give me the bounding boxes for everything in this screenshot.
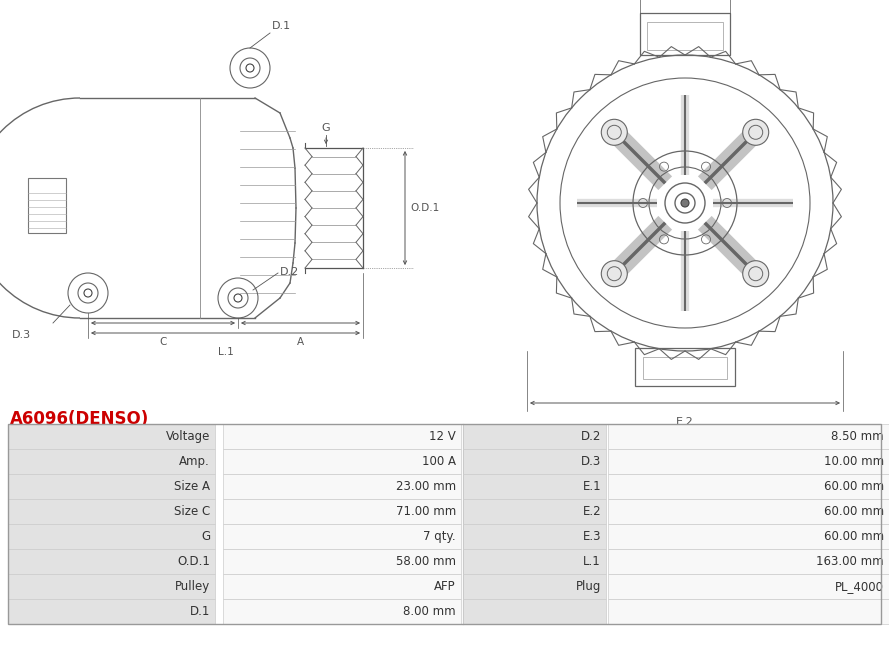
Bar [223, 524, 461, 549]
Text: 8.50 mm: 8.50 mm [831, 430, 884, 443]
Bar [8, 599, 215, 624]
Bar [223, 549, 461, 574]
Text: D.1: D.1 [189, 605, 210, 618]
Text: 60.00 mm: 60.00 mm [824, 505, 884, 518]
Text: 23.00 mm: 23.00 mm [396, 480, 456, 493]
Text: D.2: D.2 [280, 267, 300, 277]
Bar [223, 499, 461, 524]
Bar [8, 549, 215, 574]
Text: Plug: Plug [575, 580, 601, 593]
Bar [463, 424, 606, 449]
Bar [608, 424, 889, 449]
Bar [8, 424, 881, 624]
Text: Pulley: Pulley [175, 580, 210, 593]
Text: D.2: D.2 [581, 430, 601, 443]
Bar [640, 13, 730, 55]
Bar [608, 599, 889, 624]
Circle shape [601, 261, 628, 287]
Text: 71.00 mm: 71.00 mm [396, 505, 456, 518]
Text: D.3: D.3 [581, 455, 601, 468]
Text: 7 qty.: 7 qty. [423, 530, 456, 543]
Bar [608, 474, 889, 499]
Text: A: A [297, 337, 304, 347]
Bar [608, 499, 889, 524]
Bar [463, 449, 606, 474]
Text: 12 V: 12 V [429, 430, 456, 443]
Bar [608, 449, 889, 474]
Text: PL_4000: PL_4000 [835, 580, 884, 593]
Text: O.D.1: O.D.1 [177, 555, 210, 568]
Bar [8, 474, 215, 499]
Bar [608, 549, 889, 574]
Text: E.1: E.1 [582, 480, 601, 493]
Bar [223, 599, 461, 624]
Bar [8, 574, 215, 599]
Text: C: C [159, 337, 167, 347]
Bar [223, 474, 461, 499]
Circle shape [601, 119, 628, 145]
Bar [647, 22, 723, 50]
Text: D.1: D.1 [272, 21, 291, 31]
Bar [223, 449, 461, 474]
Text: Amp.: Amp. [180, 455, 210, 468]
Text: E.2: E.2 [677, 417, 694, 427]
Text: 60.00 mm: 60.00 mm [824, 530, 884, 543]
Text: A6096(DENSO): A6096(DENSO) [10, 410, 149, 428]
Text: L.1: L.1 [583, 555, 601, 568]
Bar [8, 449, 215, 474]
Text: 100 A: 100 A [422, 455, 456, 468]
Bar [463, 474, 606, 499]
Bar [223, 424, 461, 449]
Text: Size C: Size C [173, 505, 210, 518]
Text: Size A: Size A [174, 480, 210, 493]
Circle shape [681, 199, 689, 207]
Bar [463, 574, 606, 599]
Bar [643, 357, 727, 379]
Text: 60.00 mm: 60.00 mm [824, 480, 884, 493]
Bar [223, 574, 461, 599]
Text: AFP: AFP [435, 580, 456, 593]
Text: L.1: L.1 [218, 347, 234, 357]
Text: G: G [322, 123, 331, 133]
Circle shape [742, 261, 769, 287]
Text: G: G [201, 530, 210, 543]
Text: 8.00 mm: 8.00 mm [404, 605, 456, 618]
Bar [463, 524, 606, 549]
Bar [463, 599, 606, 624]
Bar [8, 499, 215, 524]
Bar [8, 524, 215, 549]
Bar [608, 574, 889, 599]
Text: O.D.1: O.D.1 [410, 203, 439, 213]
Text: E.3: E.3 [582, 530, 601, 543]
Bar [8, 424, 215, 449]
Bar [28, 178, 66, 233]
Text: D.3: D.3 [12, 330, 31, 340]
Text: 163.00 mm: 163.00 mm [816, 555, 884, 568]
Text: Voltage: Voltage [165, 430, 210, 443]
Text: 58.00 mm: 58.00 mm [396, 555, 456, 568]
Circle shape [742, 119, 769, 145]
Bar [463, 549, 606, 574]
Text: E.2: E.2 [582, 505, 601, 518]
Text: 10.00 mm: 10.00 mm [824, 455, 884, 468]
Bar [608, 524, 889, 549]
Bar [463, 499, 606, 524]
Bar [635, 348, 735, 386]
